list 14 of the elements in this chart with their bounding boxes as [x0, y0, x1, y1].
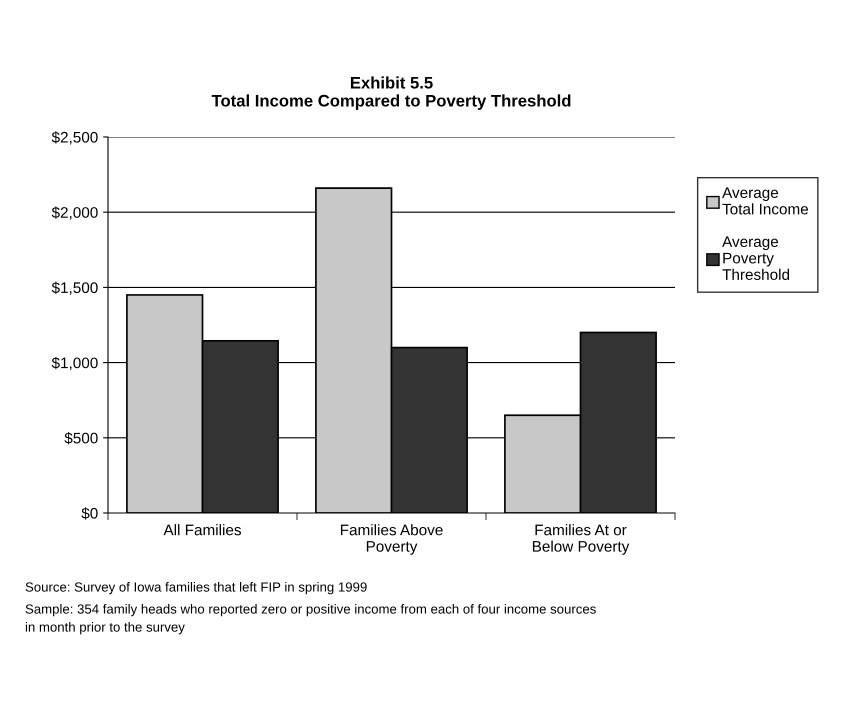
y-tick-label: $2,000	[52, 206, 98, 220]
text: Sample: 354 family heads who reported zero or positive income from each of four income sources in month prior to the survey	[26, 604, 596, 634]
legend-label: Average Poverty Threshold	[722, 236, 790, 280]
x-tick-label: Families At or Below Poverty	[532, 524, 630, 555]
y-tick-label: $0	[81, 507, 98, 520]
y-tick-label: $1,500	[52, 282, 98, 295]
x-tick-label: Families Above Poverty	[340, 524, 443, 555]
source-note: Source: Survey of Iowa families that left FIP in spring 1999	[26, 582, 367, 594]
y-tick-label: $1,000	[52, 356, 98, 370]
chart-title: Exhibit 5.5 Total Income Compared to Poverty Threshold	[212, 76, 570, 110]
legend-label: Average Total Income	[722, 187, 808, 214]
x-tick-label: All Families	[163, 524, 241, 536]
y-tick-label: $2,500	[52, 131, 98, 144]
y-tick-label: $500	[64, 432, 98, 444]
